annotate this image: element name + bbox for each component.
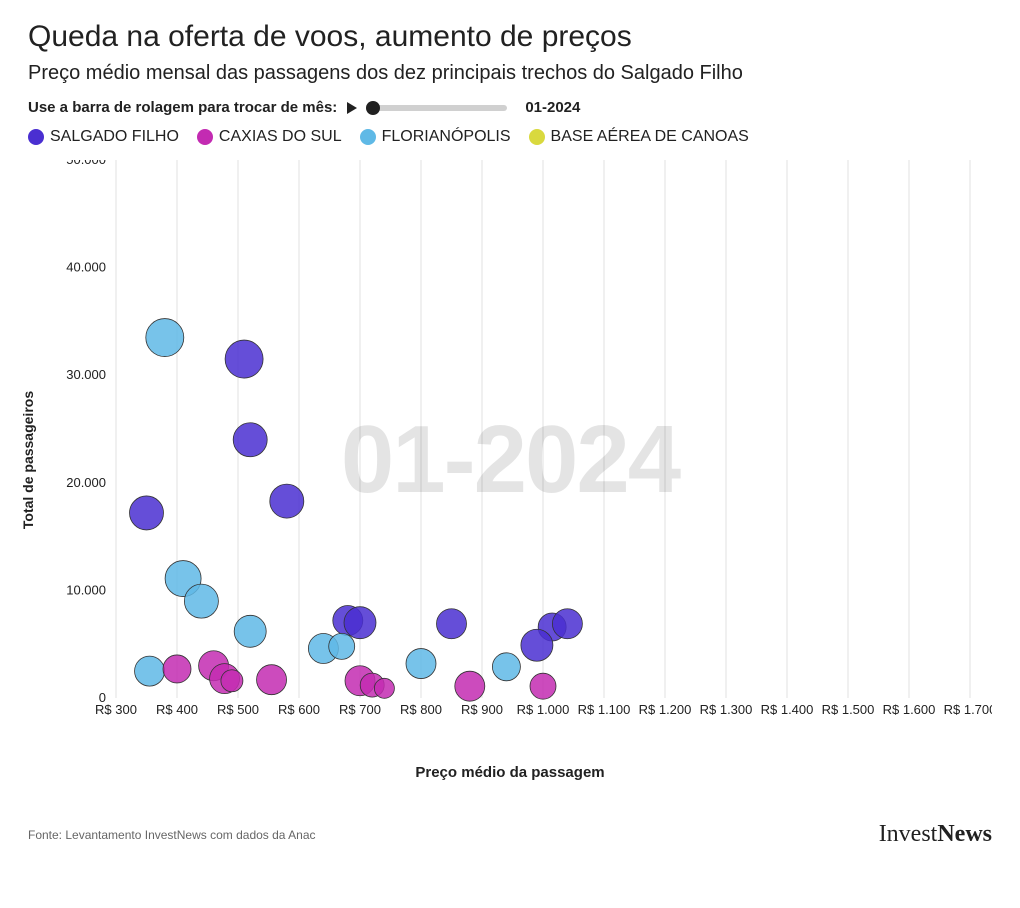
brand-logo: InvestNews xyxy=(879,821,992,848)
legend-label: FLORIANÓPOLIS xyxy=(382,128,511,146)
x-tick-label: R$ 400 xyxy=(156,702,198,717)
legend: SALGADO FILHO CAXIAS DO SUL FLORIANÓPOLIS B… xyxy=(28,128,992,146)
data-point[interactable] xyxy=(221,670,243,692)
data-point[interactable] xyxy=(234,615,266,647)
slider-label: Use a barra de rolagem para trocar de mê… xyxy=(28,99,337,116)
data-point[interactable] xyxy=(135,656,165,686)
x-tick-label: R$ 1.200 xyxy=(639,702,692,717)
x-tick-label: R$ 1.400 xyxy=(761,702,814,717)
data-point[interactable] xyxy=(184,584,218,618)
data-point[interactable] xyxy=(455,671,485,701)
data-point[interactable] xyxy=(521,629,553,661)
data-point[interactable] xyxy=(163,655,191,683)
data-point[interactable] xyxy=(329,633,355,659)
x-tick-label: R$ 1.300 xyxy=(700,702,753,717)
chart-area: Total de passageiros 01-2024 R$ 300R$ 40… xyxy=(28,160,992,760)
brand-part-a: Invest xyxy=(879,821,938,847)
x-tick-label: R$ 600 xyxy=(278,702,320,717)
data-point[interactable] xyxy=(344,607,376,639)
footer: Fonte: Levantamento InvestNews com dados… xyxy=(28,821,992,848)
legend-item[interactable]: FLORIANÓPOLIS xyxy=(360,128,511,146)
data-point[interactable] xyxy=(225,340,263,378)
brand-part-b: News xyxy=(937,821,992,847)
legend-item[interactable]: SALGADO FILHO xyxy=(28,128,179,146)
chart-title: Queda na oferta de voos, aumento de preç… xyxy=(28,20,992,54)
x-axis-title: Preço médio da passagem xyxy=(28,764,992,781)
legend-dot xyxy=(28,129,44,145)
legend-item[interactable]: CAXIAS DO SUL xyxy=(197,128,342,146)
y-tick-label: 50.000 xyxy=(66,160,106,167)
slider-track xyxy=(367,105,507,111)
y-tick-label: 0 xyxy=(99,690,106,705)
y-axis-title: Total de passageiros xyxy=(20,391,36,529)
slider-value: 01-2024 xyxy=(525,99,580,116)
time-controls: Use a barra de rolagem para trocar de mê… xyxy=(28,99,992,116)
x-tick-label: R$ 900 xyxy=(461,702,503,717)
x-tick-label: R$ 1.100 xyxy=(578,702,631,717)
data-point[interactable] xyxy=(374,678,394,698)
x-tick-label: R$ 700 xyxy=(339,702,381,717)
data-point[interactable] xyxy=(233,423,267,457)
source-text: Fonte: Levantamento InvestNews com dados… xyxy=(28,828,316,842)
x-tick-label: R$ 1.500 xyxy=(822,702,875,717)
y-tick-label: 40.000 xyxy=(66,260,106,275)
data-point[interactable] xyxy=(437,609,467,639)
legend-label: SALGADO FILHO xyxy=(50,128,179,146)
play-icon[interactable] xyxy=(345,101,359,115)
legend-dot xyxy=(529,129,545,145)
data-point[interactable] xyxy=(492,653,520,681)
x-tick-label: R$ 800 xyxy=(400,702,442,717)
y-tick-label: 20.000 xyxy=(66,475,106,490)
x-tick-label: R$ 1.700 xyxy=(944,702,992,717)
data-point[interactable] xyxy=(146,319,184,357)
slider-thumb[interactable] xyxy=(366,101,380,115)
scatter-plot: R$ 300R$ 400R$ 500R$ 600R$ 700R$ 800R$ 9… xyxy=(28,160,992,726)
chart-subtitle: Preço médio mensal das passagens dos dez… xyxy=(28,62,992,85)
month-slider[interactable] xyxy=(367,101,507,115)
data-point[interactable] xyxy=(530,673,556,699)
x-tick-label: R$ 500 xyxy=(217,702,259,717)
legend-item[interactable]: BASE AÉREA DE CANOAS xyxy=(529,128,749,146)
legend-label: BASE AÉREA DE CANOAS xyxy=(551,128,749,146)
data-point[interactable] xyxy=(270,484,304,518)
data-point[interactable] xyxy=(257,665,287,695)
legend-dot xyxy=(360,129,376,145)
y-tick-label: 30.000 xyxy=(66,367,106,382)
data-point[interactable] xyxy=(552,609,582,639)
x-tick-label: R$ 1.000 xyxy=(517,702,570,717)
data-point[interactable] xyxy=(406,649,436,679)
x-tick-label: R$ 1.600 xyxy=(883,702,936,717)
data-point[interactable] xyxy=(130,496,164,530)
y-tick-label: 10.000 xyxy=(66,582,106,597)
legend-label: CAXIAS DO SUL xyxy=(219,128,342,146)
legend-dot xyxy=(197,129,213,145)
